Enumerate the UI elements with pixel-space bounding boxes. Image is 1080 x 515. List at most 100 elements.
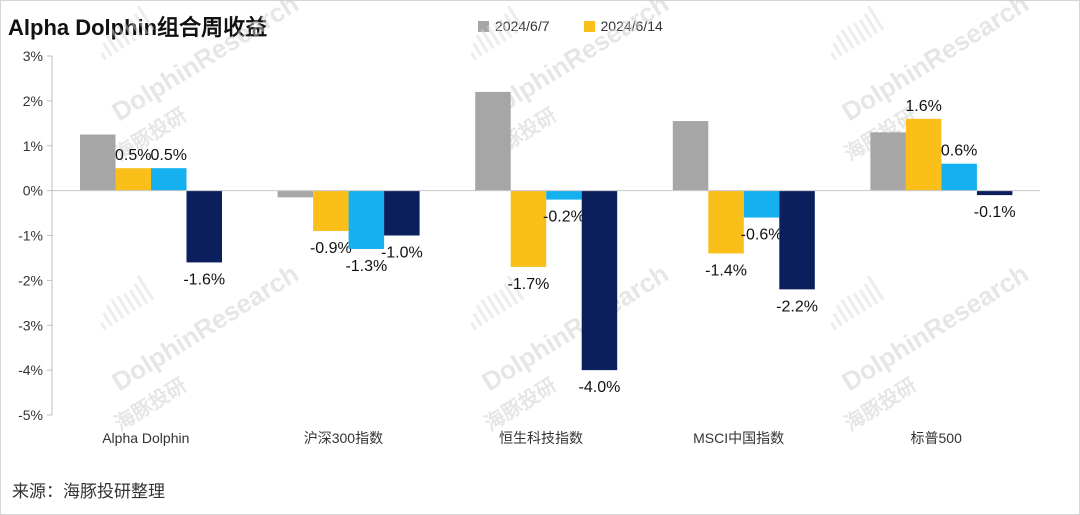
watermark-bar [102,312,113,327]
watermark-bar [475,304,489,323]
watermark-bar [832,312,843,327]
legend-item: 2024/6/14 [583,18,663,34]
bar [870,132,906,191]
watermark-bar [110,28,125,50]
watermark-bar [105,34,119,53]
legend-item: 2024/6/7 [478,18,550,34]
watermark-bar [503,283,519,305]
watermark-bar [472,312,483,327]
watermark-bar [102,42,113,57]
x-category-label: MSCI中国指数 [693,430,784,446]
bar [475,91,511,191]
y-tick-label: -4% [18,362,43,378]
legend-swatch [583,20,595,32]
bar [80,134,116,191]
chart-title: Alpha Dolphin组合周收益 [8,15,268,40]
watermark-bar [492,22,507,42]
watermark-text: DolphinResearch [476,258,673,397]
bar [581,190,618,371]
watermark-bar [116,25,131,46]
bar [151,168,187,191]
watermark-bar [866,275,885,301]
watermark-bar [830,51,837,61]
x-category-label: Alpha Dolphin [102,430,189,446]
watermark-bar [852,292,867,312]
data-label: -2.2% [776,298,818,315]
x-category-label: 沪深300指数 [304,430,383,446]
watermark-bar [835,304,849,323]
watermark-bar [858,288,873,309]
data-label: 0.5% [115,147,151,164]
watermark-bar [470,51,477,61]
y-tick-label: -5% [18,407,43,423]
watermark-bar [116,295,131,316]
watermark-bar [852,22,867,42]
watermark-bar [840,298,855,320]
watermark-bar [858,18,873,39]
watermark-bar [486,25,501,46]
watermark-bar [472,42,483,57]
bar [510,190,547,267]
watermark-bar [133,13,149,35]
bar [905,118,942,191]
watermark-bar [122,22,137,42]
bar [313,190,349,232]
bar [115,168,151,191]
watermark-bar [475,34,489,53]
bar [186,190,222,263]
watermark-bar [128,288,143,309]
watermark-bar [506,5,525,31]
bar [277,190,314,198]
watermark-bar [832,42,843,57]
source-note: 来源：海豚投研整理 [12,482,165,501]
watermark-bar [133,283,149,305]
watermark-bar [863,13,879,35]
watermark-bar [105,304,119,323]
y-tick-label: -2% [18,272,43,288]
watermark-bar [846,25,861,46]
bar [779,190,815,290]
data-label: -1.0% [381,245,423,262]
watermark-bar [835,34,849,53]
y-tick-label: 2% [23,93,43,109]
watermark-bar [136,275,155,301]
watermark-bar [830,321,837,331]
data-label: -1.6% [183,271,225,288]
data-label: -0.2% [543,209,585,226]
watermark-bar [480,298,495,320]
bar [384,190,420,236]
data-label: 0.5% [151,147,187,164]
watermark-bar [470,321,477,331]
bar [672,121,709,191]
data-label: -4.0% [579,379,621,396]
bar [743,190,780,218]
watermark-bar [128,18,143,39]
legend: 2024/6/7 2024/6/14 [478,18,697,34]
watermark-bar [492,292,507,312]
data-label: 1.6% [905,98,941,115]
watermark-bar [122,292,137,312]
y-tick-label: 3% [23,48,43,64]
watermark-bar [480,28,495,50]
legend-label: 2024/6/7 [495,18,550,34]
watermark-bar [136,5,155,31]
data-label: -0.9% [310,240,352,257]
watermark-bar [863,283,879,305]
bar [708,190,744,254]
bar [348,190,385,249]
watermark-bar [866,5,885,31]
watermark-bar [100,321,107,331]
y-tick-label: -3% [18,317,43,333]
bar [976,190,1013,196]
watermark-bar [846,295,861,316]
y-tick-label: 1% [23,138,43,154]
data-label: -0.1% [974,204,1016,221]
data-label: -1.4% [705,262,747,279]
watermark-bar [503,13,519,35]
data-label: -1.3% [345,258,387,275]
watermark-bar [506,275,525,301]
data-label: 0.6% [941,143,977,160]
watermark-text: DolphinResearch [106,0,303,127]
